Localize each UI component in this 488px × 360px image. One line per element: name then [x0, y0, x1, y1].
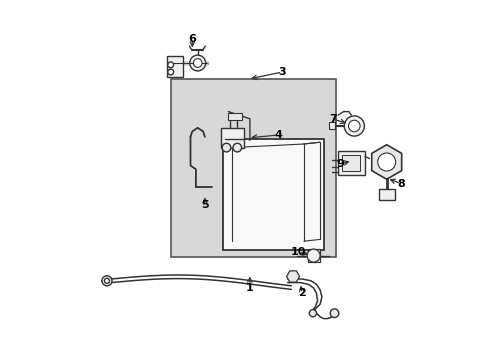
Bar — [307, 249, 320, 262]
Text: 4: 4 — [274, 130, 282, 140]
Bar — [378, 189, 394, 200]
Polygon shape — [286, 271, 299, 282]
Text: 9: 9 — [335, 159, 343, 169]
Bar — [337, 151, 365, 175]
Circle shape — [344, 116, 364, 136]
Polygon shape — [371, 145, 401, 179]
Circle shape — [102, 276, 112, 286]
Circle shape — [104, 278, 109, 283]
Circle shape — [306, 249, 320, 262]
Text: 10: 10 — [290, 247, 305, 257]
Circle shape — [348, 120, 359, 132]
Circle shape — [167, 69, 173, 75]
Bar — [167, 56, 183, 77]
Text: 1: 1 — [245, 283, 253, 293]
Text: 7: 7 — [328, 114, 336, 124]
Circle shape — [309, 310, 316, 317]
Bar — [170, 79, 336, 257]
Bar — [342, 155, 360, 171]
Text: 3: 3 — [278, 67, 285, 77]
Circle shape — [193, 59, 202, 67]
Circle shape — [222, 143, 230, 152]
Circle shape — [189, 55, 205, 71]
Circle shape — [377, 153, 395, 171]
Text: 5: 5 — [201, 200, 208, 210]
Text: 2: 2 — [298, 288, 305, 298]
Text: 6: 6 — [188, 34, 196, 44]
Circle shape — [232, 143, 241, 152]
Bar — [227, 113, 242, 120]
Circle shape — [167, 62, 173, 68]
Bar — [328, 122, 334, 129]
Bar — [221, 128, 244, 148]
Text: 8: 8 — [396, 179, 404, 189]
Circle shape — [329, 309, 338, 318]
FancyBboxPatch shape — [223, 139, 323, 250]
